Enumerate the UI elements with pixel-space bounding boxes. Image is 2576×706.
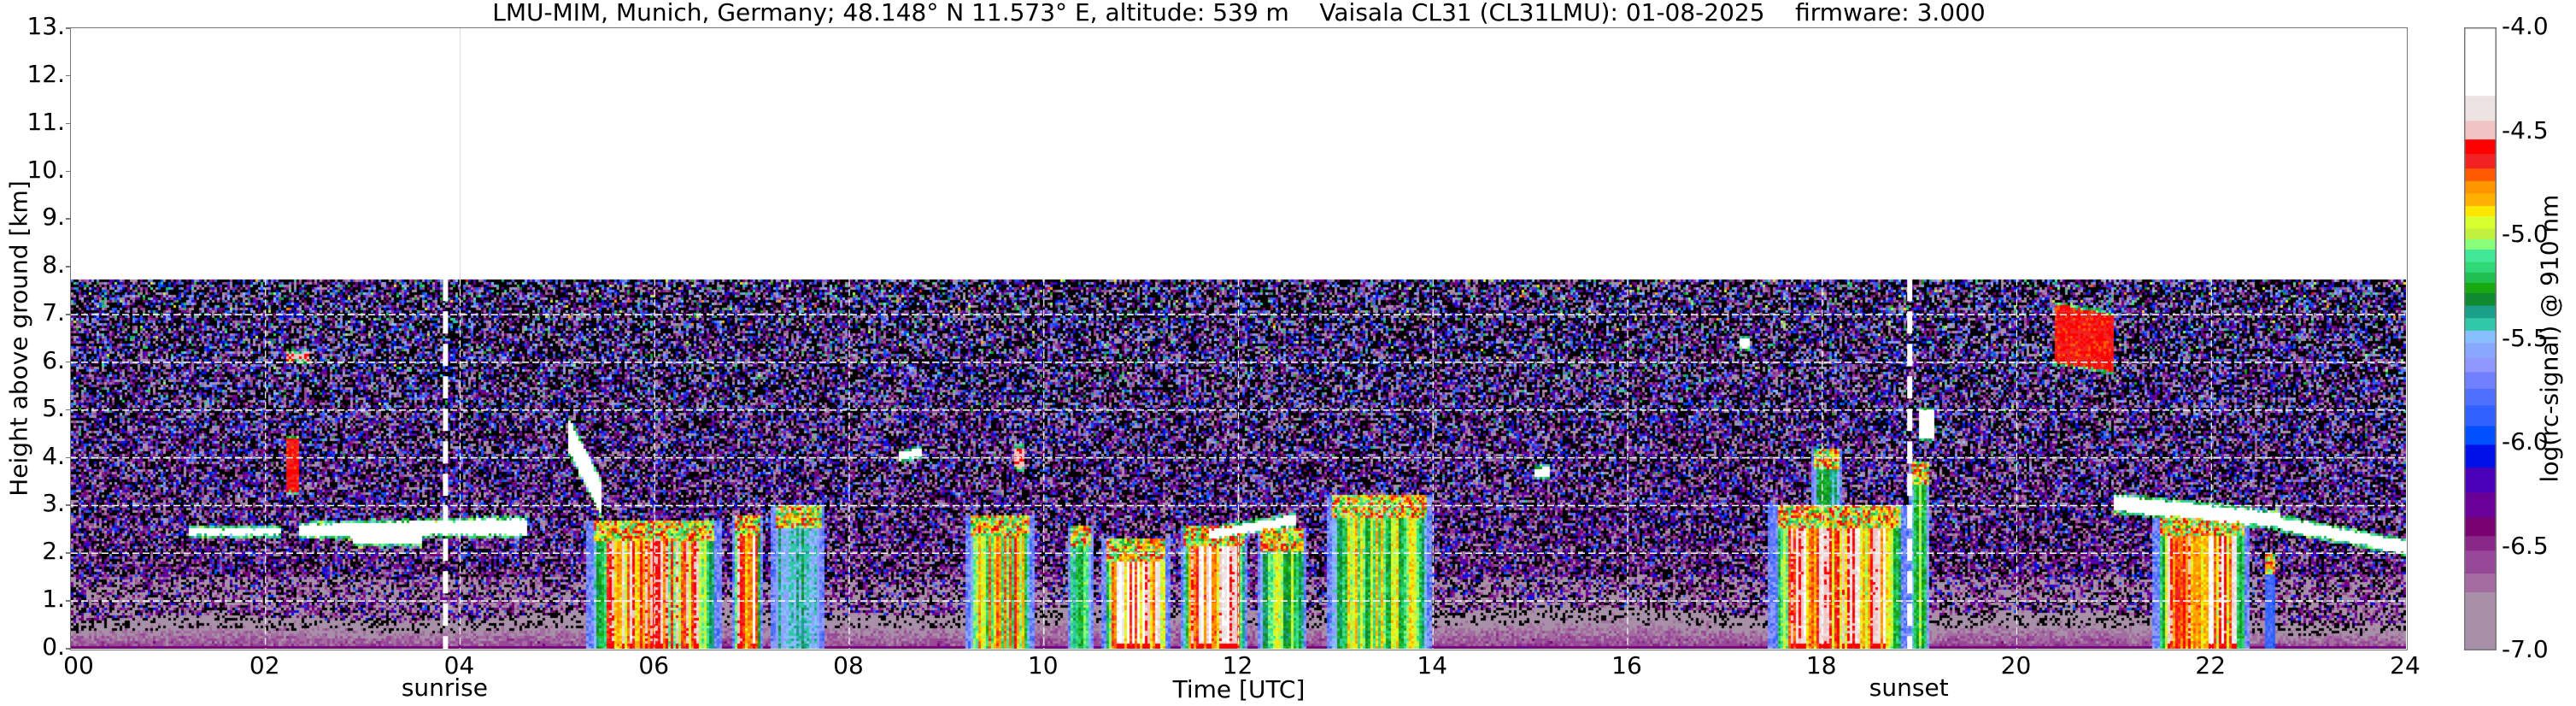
x-tick-label: 12 [1222,651,1253,680]
y-tick-mark [66,218,70,220]
colorbar-segment [2464,228,2497,240]
x-tick-label: 04 [443,651,475,680]
y-tick-mark [66,170,70,173]
colorbar-tick-label: -6.5 [2502,531,2549,560]
colorbar-segment [2464,139,2497,155]
y-tick-label: 9. [42,203,65,232]
colorbar [2464,27,2497,650]
colorbar-segment [2464,343,2497,358]
colorbar-segment [2464,574,2497,593]
colorbar-segment [2464,205,2497,217]
y-axis-label: Height above ground [km] [4,180,33,497]
y-tick-label: 12. [26,59,65,88]
y-tick-label: 5. [42,393,65,422]
x-tick-label: 00 [63,651,94,680]
y-tick-mark [66,27,70,29]
colorbar-tick-label: -6.0 [2502,427,2549,456]
colorbar-segment [2464,388,2497,406]
colorbar-segment [2464,121,2497,140]
y-tick-mark [66,552,70,554]
colorbar-segment [2464,550,2497,574]
colorbar-segment [2464,293,2497,307]
colorbar-frame [2464,27,2497,650]
y-tick-label: 13. [26,12,65,40]
colorbar-segment [2464,96,2497,121]
colorbar-segment [2464,591,2497,650]
colorbar-segment [2464,154,2497,169]
plot-area [70,27,2408,650]
colorbar-segment [2464,517,2497,537]
y-tick-label: 10. [26,155,65,184]
y-tick-label: 0. [42,632,65,661]
y-tick-label: 7. [42,298,65,327]
x-tick-label: 18 [1805,651,1837,680]
y-tick-mark [66,648,70,650]
colorbar-segment [2464,468,2497,493]
colorbar-segment [2464,250,2497,263]
colorbar-segment [2464,330,2497,344]
colorbar-segment [2464,168,2497,182]
chart-title: LMU-MIM, Munich, Germany; 48.148° N 11.5… [492,0,1986,26]
colorbar-segment [2464,305,2497,319]
x-tick-label: 24 [2390,651,2421,680]
x-tick-label: 22 [2195,651,2227,680]
colorbar-segment [2464,372,2497,390]
x-axis-label: Time [UTC] [1172,675,1306,703]
colorbar-segment [2464,492,2497,518]
y-tick-label: 2. [42,537,65,566]
y-tick-label: 1. [42,585,65,614]
sunset-label: sunset [1869,674,1949,702]
colorbar-tick-label: -5.5 [2502,323,2549,352]
y-tick-mark [66,74,70,77]
y-tick-mark [66,456,70,459]
colorbar-segment [2464,27,2497,97]
x-tick-label: 10 [1027,651,1059,680]
colorbar-tick-label: -5.0 [2502,220,2549,248]
y-tick-mark [66,361,70,363]
colorbar-segment [2464,357,2497,373]
colorbar-segment [2464,444,2497,468]
y-tick-label: 4. [42,441,65,470]
colorbar-label: log(rc-signal) @ 910 nm [2535,194,2564,483]
colorbar-tick-label: -7.0 [2502,635,2549,663]
colorbar-segment [2464,216,2497,230]
colorbar-segment [2464,180,2497,194]
colorbar-segment [2464,238,2497,250]
y-tick-mark [66,504,70,506]
colorbar-segment [2464,426,2497,445]
y-tick-label: 11. [26,107,65,136]
y-tick-mark [66,266,70,268]
colorbar-segment [2464,272,2497,284]
colorbar-segment [2464,405,2497,427]
colorbar-tick-label: -4.0 [2502,12,2549,40]
plot-overlay [71,28,2406,649]
y-tick-mark [66,314,70,315]
colorbar-segment [2464,282,2497,294]
y-tick-mark [66,600,70,602]
colorbar-tick-label: -4.5 [2502,115,2549,144]
y-tick-mark [66,122,70,125]
y-tick-mark [66,409,70,411]
x-tick-label: 06 [638,651,670,680]
x-tick-label: 02 [249,651,280,680]
x-tick-label: 14 [1417,651,1448,680]
colorbar-segment [2464,193,2497,207]
colorbar-segment [2464,262,2497,274]
y-tick-label: 6. [42,345,65,374]
y-tick-label: 3. [42,489,65,518]
x-tick-label: 20 [2000,651,2032,680]
colorbar-segment [2464,318,2497,332]
sunrise-label: sunrise [401,674,488,702]
colorbar-segment [2464,536,2497,551]
x-tick-label: 08 [833,651,864,680]
x-tick-label: 16 [1611,651,1642,680]
y-tick-label: 8. [42,250,65,279]
